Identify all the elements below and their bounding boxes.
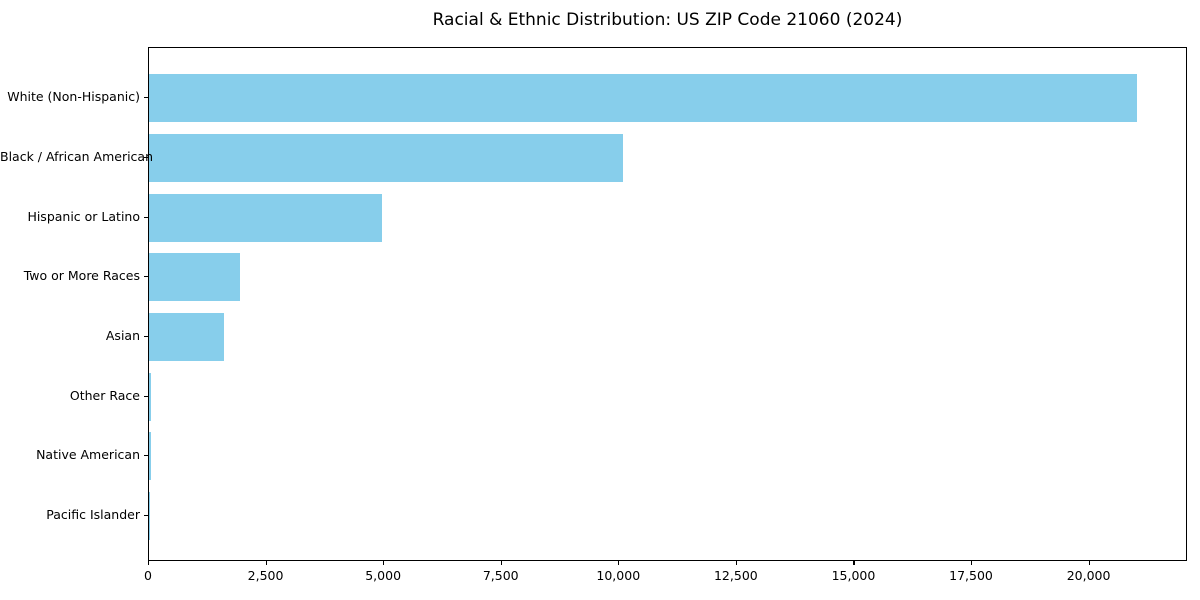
y-axis-label: White (Non-Hispanic) [7, 89, 140, 105]
y-tick-mark [144, 156, 148, 159]
y-axis-label: Asian [105, 327, 140, 343]
y-tick-mark [144, 395, 148, 397]
y-axis-label: Pacific Islander [46, 506, 140, 522]
x-axis-tick-label: 15,000 [831, 568, 876, 583]
bar-white-non-hispanic [149, 74, 1137, 123]
x-tick-mark [148, 561, 150, 565]
y-axis-label: Native American [36, 447, 140, 463]
y-axis-label: Other Race [69, 387, 140, 403]
bar-two-or-more-races [149, 253, 240, 302]
y-tick-mark [144, 97, 148, 99]
x-axis-tick-label: 2,500 [247, 568, 284, 583]
x-axis-tick-label: 12,500 [713, 568, 758, 583]
x-axis-tick-label: 5,000 [365, 568, 402, 583]
x-axis-tick-label: 17,500 [949, 568, 993, 583]
x-tick-mark [735, 561, 738, 565]
y-tick-mark [144, 455, 148, 457]
x-tick-mark [853, 561, 855, 565]
x-axis-tick-label: 20,000 [1066, 568, 1111, 583]
bar-asian [149, 312, 224, 361]
y-tick-mark [144, 216, 148, 218]
y-axis-label: Two or More Races [23, 268, 140, 284]
x-tick-mark [500, 561, 502, 565]
x-axis-tick-label: 10,000 [596, 568, 641, 583]
y-tick-mark [144, 514, 148, 517]
x-tick-mark [265, 561, 267, 565]
y-tick-mark [144, 276, 148, 278]
chart-title: Racial & Ethnic Distribution: US ZIP Cod… [432, 10, 903, 30]
x-tick-mark [971, 561, 973, 565]
x-axis-tick-label: 7,500 [482, 568, 519, 583]
plot-area [148, 47, 1187, 561]
bar-hispanic-or-latino [149, 193, 382, 242]
x-tick-mark [1088, 561, 1090, 565]
y-tick-mark [144, 335, 148, 338]
y-axis-label: Hispanic or Latino [27, 208, 140, 224]
bar-black-african-american [149, 133, 624, 182]
bar-native-american [149, 432, 151, 481]
x-tick-mark [618, 561, 620, 565]
y-axis-label: Black / African American [0, 148, 154, 164]
x-tick-mark [383, 561, 385, 565]
bar-other-race [149, 372, 152, 421]
x-axis-tick-label: 0 [144, 568, 152, 583]
